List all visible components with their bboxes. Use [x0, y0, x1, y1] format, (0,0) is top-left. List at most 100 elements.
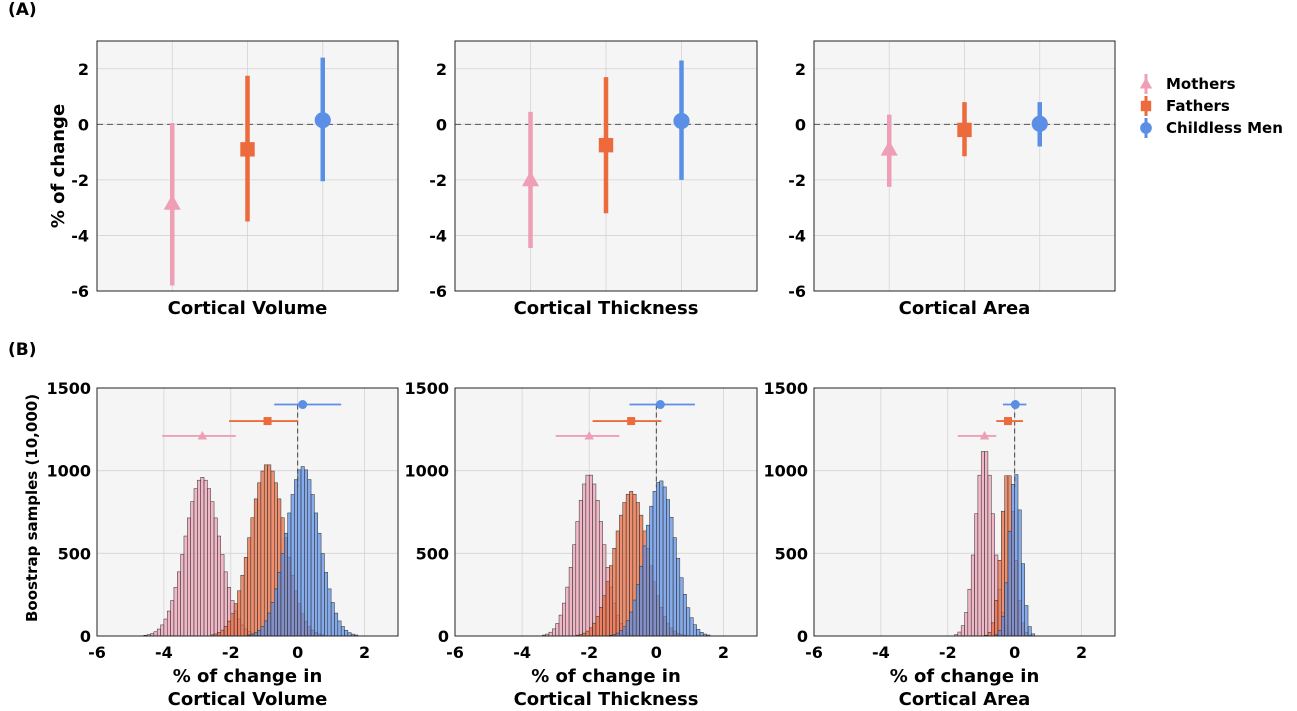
y-tick-label: -2: [71, 171, 89, 190]
histogram-bar: [237, 590, 242, 637]
histogram-bar: [960, 625, 965, 637]
x-tick-label: 2: [1076, 643, 1087, 662]
histogram-bar: [562, 602, 566, 637]
histogram-bar: [1014, 474, 1019, 637]
x-tick-label: 0: [1009, 643, 1020, 662]
histogram-bar: [324, 572, 329, 637]
x-axis-label-line1: % of change in: [173, 666, 323, 687]
histogram-bar: [247, 537, 252, 637]
histogram-bar: [967, 588, 972, 637]
x-tick-label: -4: [872, 643, 890, 662]
histogram-bar: [307, 479, 312, 637]
histogram-bar: [585, 474, 590, 637]
histogram-bar: [250, 517, 255, 637]
histogram-bar: [588, 474, 593, 637]
y-axis-label: % of change: [48, 104, 69, 228]
legend-label: Fathers: [1166, 97, 1230, 115]
errorbar-chart-1: -6 -4 -2 0 2 Cortical Volume % of change: [48, 40, 399, 319]
histogram-chart-1: 0 500 1000 1500 -6 -4 -2 0 2 % of change inCortic…: [23, 379, 399, 710]
y-tick-label: 500: [58, 544, 91, 563]
histogram-bar: [676, 558, 681, 637]
histogram-bar: [197, 479, 201, 637]
legend-label: Mothers: [1166, 75, 1236, 93]
histogram-bar: [615, 530, 620, 637]
histogram-bar: [1024, 605, 1029, 637]
histogram-bar: [153, 631, 158, 637]
ci-point-childless-men: [655, 400, 665, 410]
histogram-bar: [602, 595, 607, 637]
histogram-bar: [987, 631, 992, 637]
y-tick-label: -4: [71, 226, 89, 245]
histogram-bar: [160, 624, 165, 637]
y-tick-label: 1000: [46, 462, 91, 481]
histogram-chart-3: 0 500 1000 1500 -6 -4 -2 0 2 % of change inCortic…: [763, 379, 1116, 710]
histogram-bar: [277, 572, 282, 637]
histogram-bar: [1001, 615, 1005, 637]
y-axis-label: Boostrap samples (10,000): [23, 394, 41, 622]
axes-frame: [454, 40, 758, 292]
histogram-bar: [957, 631, 962, 637]
histogram-bar: [1011, 483, 1015, 637]
histogram-bar: [320, 553, 325, 637]
histogram-bar: [970, 554, 975, 637]
y-tick-label: 0: [438, 627, 449, 646]
y-tick-label: 0: [80, 627, 91, 646]
histogram-bar: [260, 470, 265, 637]
legend-item-fathers: Fathers: [1140, 96, 1230, 116]
histogram-bar: [257, 629, 262, 637]
histogram-bar: [568, 567, 573, 637]
x-tick-label: -6: [446, 643, 464, 662]
x-tick-label: -4: [155, 643, 173, 662]
histogram-bar: [1027, 626, 1032, 637]
histogram-bar: [994, 599, 999, 637]
histogram-bar: [290, 494, 295, 637]
point-childless-men: [1031, 115, 1048, 132]
histogram-bar: [686, 607, 691, 637]
histogram-bar: [612, 548, 617, 637]
histogram-bar: [592, 483, 597, 637]
legend-marker-triangle: [1139, 77, 1153, 89]
x-tick-label: 0: [651, 643, 662, 662]
histogram-bar: [317, 532, 322, 637]
histogram-bar: [629, 611, 634, 637]
histogram-bar: [699, 632, 704, 637]
x-tick-label: -6: [805, 643, 823, 662]
point-fathers: [240, 142, 255, 157]
y-tick-label: 1500: [763, 379, 808, 398]
histogram-bar: [622, 502, 627, 637]
x-tick-label: -2: [222, 643, 240, 662]
histogram-series-childless-men: [994, 474, 1035, 637]
histogram-bar: [558, 614, 563, 637]
histogram-bar: [635, 584, 640, 637]
legend-item-mothers: Mothers: [1139, 74, 1236, 94]
histogram-bar: [330, 602, 335, 637]
histogram-bar: [662, 486, 667, 637]
histogram-bar: [170, 600, 175, 637]
histogram-bar: [183, 535, 188, 637]
histogram-bar: [280, 553, 285, 637]
histogram-bar: [180, 554, 185, 637]
histogram-bar: [267, 612, 272, 637]
histogram-bar: [187, 517, 191, 637]
histogram-bar: [173, 587, 178, 637]
histogram-bar: [659, 480, 664, 637]
histogram-bar: [304, 469, 308, 637]
axes-frame: [96, 387, 399, 637]
point-fathers: [598, 137, 614, 153]
x-axis-label-line2: Cortical Volume: [168, 689, 328, 710]
histogram-bar: [1007, 530, 1012, 637]
point-mothers: [163, 194, 181, 210]
axes-frame: [96, 40, 399, 292]
histogram-bar: [220, 554, 225, 637]
y-tick-label: -2: [429, 171, 447, 190]
histogram-bar: [203, 479, 208, 637]
histogram-bar: [689, 617, 694, 637]
histogram-bar: [642, 545, 647, 637]
legend-marker-square: [1140, 100, 1152, 112]
histogram-bar: [240, 574, 245, 637]
ci-point-mothers: [197, 430, 208, 440]
histogram-bar: [991, 513, 995, 637]
y-tick-label: 1500: [46, 379, 91, 398]
histogram-bar: [223, 626, 228, 637]
histogram-bar: [347, 632, 352, 637]
